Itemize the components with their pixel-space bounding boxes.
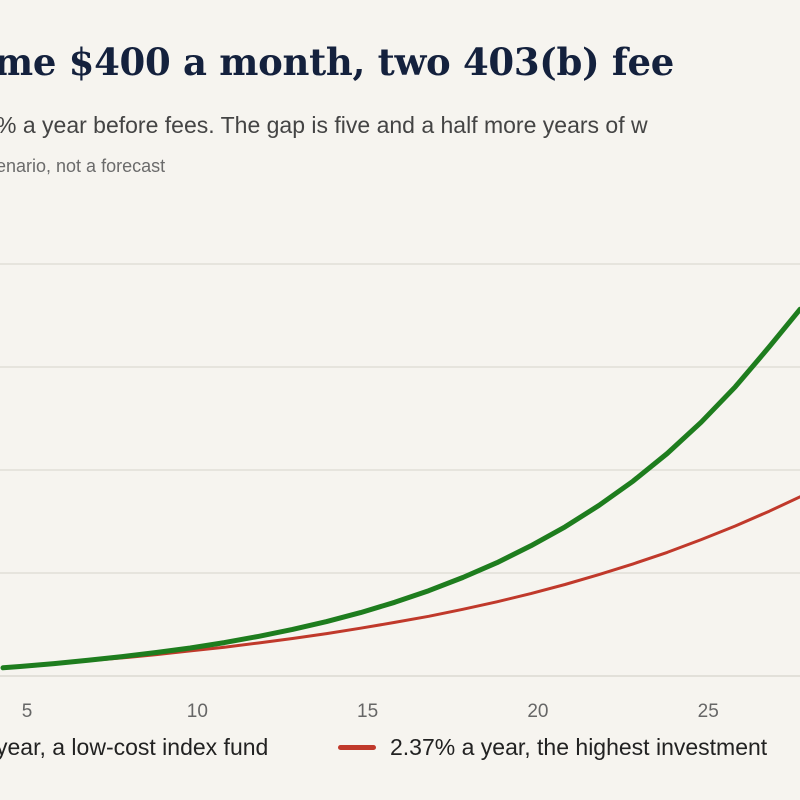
x-tick-label: 10 xyxy=(187,701,208,722)
grid-layer xyxy=(0,263,800,677)
legend-item-high-fee: 2.37% a year, the highest investment xyxy=(338,734,767,761)
legend: year, a low-cost index fund 2.37% a year… xyxy=(0,734,800,768)
series-line-low-cost xyxy=(0,306,800,671)
chart-note: enario, not a forecast xyxy=(0,156,166,176)
legend-swatch-high-fee xyxy=(338,745,376,750)
legend-label-low-cost: year, a low-cost index fund xyxy=(0,734,269,760)
x-tick-label: 25 xyxy=(698,701,719,722)
x-tick-label: 15 xyxy=(357,701,378,722)
chart-subtitle: % a year before fees. The gap is five an… xyxy=(0,112,648,138)
series-layer xyxy=(0,306,800,671)
legend-label-high-fee: 2.37% a year, the highest investment xyxy=(390,734,768,760)
chart-title: me $400 a month, two 403(b) fee xyxy=(0,40,674,84)
series-line-high-fee xyxy=(1,495,800,670)
x-tick-label: 5 xyxy=(22,701,33,722)
x-axis-ticks: 5 10 15 20 25 xyxy=(22,701,719,722)
legend-item-low-cost: year, a low-cost index fund xyxy=(0,734,268,761)
x-tick-label: 20 xyxy=(527,701,548,722)
